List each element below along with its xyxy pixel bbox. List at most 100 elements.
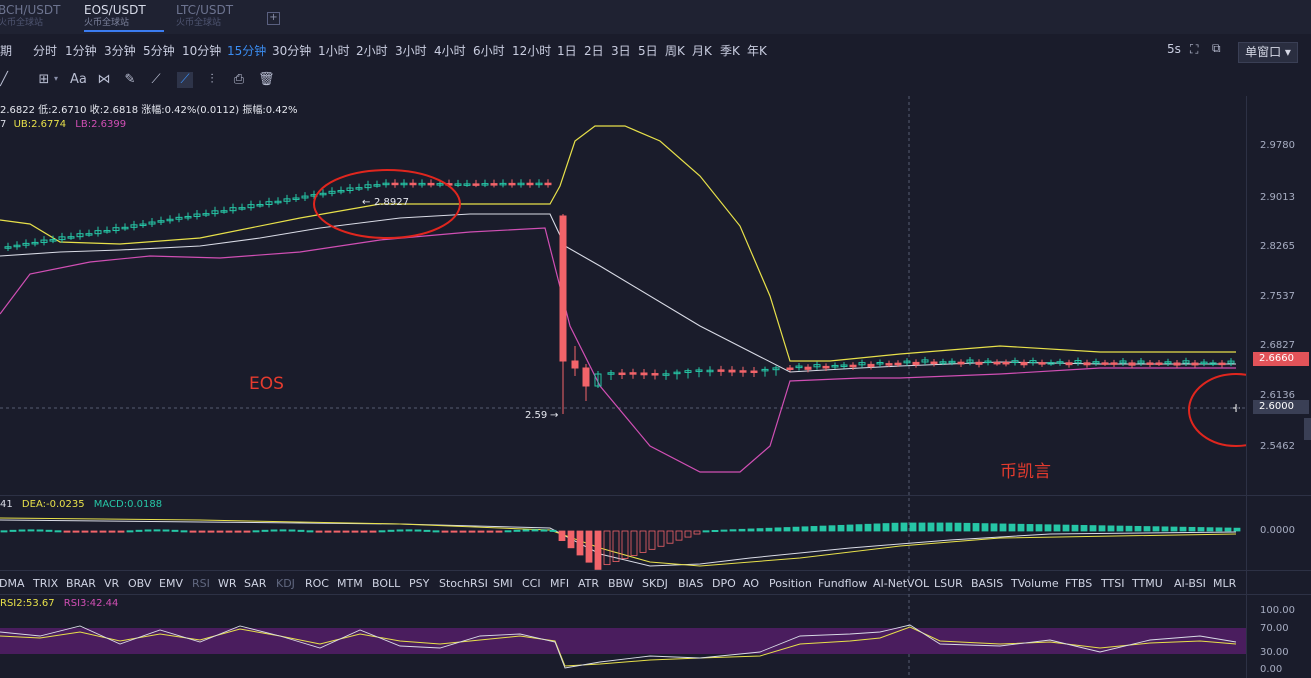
indicator-tab[interactable]: BIAS [678, 577, 704, 590]
indicator-tab[interactable]: BRAR [66, 577, 96, 590]
indicator-tab[interactable]: BOLL [372, 577, 401, 590]
popout-icon[interactable]: ⧉ [1212, 41, 1221, 55]
macd-bar [207, 530, 215, 533]
indicator-tab[interactable]: AI-NetVOL [873, 577, 930, 590]
period-item[interactable]: 5日 [638, 44, 658, 58]
refresh-interval[interactable]: 5s [1167, 42, 1181, 56]
macd-bar [891, 522, 899, 532]
indicator-tab[interactable]: AO [743, 577, 759, 590]
macd-bar [1008, 523, 1016, 532]
indicator-tab[interactable]: MFI [550, 577, 570, 590]
period-item[interactable]: 周期 [0, 44, 13, 58]
indicator-tab[interactable]: MLR [1213, 577, 1237, 590]
period-item[interactable]: 10分钟 [182, 44, 222, 58]
period-item[interactable]: 3分钟 [104, 44, 136, 58]
indicator-tab[interactable]: Position [769, 577, 812, 590]
pattern-icon[interactable]: ⋈ [97, 72, 111, 87]
period-item[interactable]: 季K [720, 44, 740, 58]
period-item[interactable]: 分时 [33, 44, 58, 58]
indicator-tab[interactable]: RSI [192, 577, 210, 590]
period-item-active[interactable]: 15分钟 [227, 44, 267, 58]
trash-icon[interactable]: 🗑 [258, 72, 275, 87]
indicator-tab[interactable]: TRIX [33, 577, 59, 590]
macd-bar [1044, 524, 1052, 532]
indicator-tab[interactable]: TTMU [1132, 577, 1163, 590]
indicator-tab[interactable]: Fundflow [818, 577, 868, 590]
indicator-tab[interactable]: EMV [159, 577, 183, 590]
price-axis[interactable] [1246, 96, 1311, 678]
indicator-tab[interactable]: TTSI [1101, 577, 1125, 590]
candle-body [328, 190, 336, 194]
macd-bar [117, 530, 125, 533]
indicator-tab[interactable]: OBV [128, 577, 152, 590]
indicator-tab[interactable]: AI-BSI [1174, 577, 1206, 590]
indicator-tab[interactable]: StochRSI [439, 577, 488, 590]
period-item[interactable]: 3小时 [395, 44, 427, 58]
candle-body [1074, 360, 1082, 364]
period-item[interactable]: 1小时 [318, 44, 350, 58]
period-item[interactable]: 2日 [584, 44, 604, 58]
indicator-tab[interactable]: KDJ [276, 577, 295, 590]
indicator-tab[interactable]: SAR [244, 577, 267, 590]
indicator-tab[interactable]: TVolume [1011, 577, 1059, 590]
boll-ub-value: UB:2.6774 [13, 119, 67, 130]
candle-body [849, 364, 857, 368]
tab-eos-usdt[interactable]: EOS/USDT 火币全球站 [84, 4, 164, 32]
macd-bar [0, 530, 8, 533]
indicator-tab[interactable]: WR [218, 577, 237, 590]
collapse-panel-handle[interactable] [1304, 418, 1311, 440]
indicator-tab[interactable]: LSUR [934, 577, 963, 590]
indicator-tab[interactable]: DMA [0, 577, 25, 590]
rsi-legend: RSI2:53.67 RSI3:42.44 [0, 598, 118, 609]
tab-bch-usdt[interactable]: BCH/USDT 火币全球站 [0, 4, 76, 32]
indicator-tab[interactable]: ROC [305, 577, 329, 590]
magnet-icon[interactable]: ⟋ [177, 72, 193, 88]
macd-legend: 41 DEA:-0.0235 MACD:0.0188 [0, 499, 162, 510]
period-item[interactable]: 6小时 [473, 44, 505, 58]
candle-body [1137, 360, 1145, 364]
period-item[interactable]: 周K [665, 44, 685, 58]
tab-ltc-usdt[interactable]: LTC/USDT 火币全球站 [176, 4, 256, 32]
indicator-tab[interactable]: PSY [409, 577, 430, 590]
period-item[interactable]: 1日 [557, 44, 577, 58]
chevron-down-icon[interactable]: ▾ [54, 74, 59, 83]
indicator-tab[interactable]: BBW [608, 577, 634, 590]
window-mode-select[interactable]: 单窗口 ▾ [1238, 42, 1298, 63]
ruler-icon[interactable]: ⟋ [151, 72, 161, 87]
screenshot-icon[interactable]: ⎙ [233, 72, 245, 87]
indicator-tab[interactable]: SKDJ [642, 577, 668, 590]
indicator-tab[interactable]: BASIS [971, 577, 1004, 590]
text-icon[interactable]: Aa [70, 72, 87, 87]
period-item[interactable]: 3日 [611, 44, 631, 58]
indicator-tab[interactable]: VR [104, 577, 120, 590]
indicator-tab[interactable]: SMI [493, 577, 513, 590]
period-item[interactable]: 年K [747, 44, 767, 58]
macd-bar [936, 522, 944, 532]
macd-bar [1179, 526, 1187, 532]
indicator-tab[interactable]: ATR [578, 577, 600, 590]
period-item[interactable]: 月K [692, 44, 712, 58]
period-item[interactable]: 2小时 [356, 44, 388, 58]
period-item[interactable]: 5分钟 [143, 44, 175, 58]
macd-bar [540, 529, 548, 532]
trend-icon[interactable]: ╱ [0, 72, 8, 87]
fullscreen-icon[interactable]: ⛶ [1190, 42, 1199, 56]
indicator-tab[interactable]: FTBS [1065, 577, 1093, 590]
period-item[interactable]: 30分钟 [272, 44, 312, 58]
crosshair-icon[interactable]: ⊞ [38, 72, 50, 87]
brush-icon[interactable]: ✎ [124, 72, 136, 87]
rsi-tick: 70.00 [1260, 623, 1289, 634]
macd-bar [459, 530, 467, 533]
indicator-icon[interactable]: ⫶ [210, 72, 214, 87]
period-item[interactable]: 12小时 [512, 44, 552, 58]
indicator-tab[interactable]: MTM [337, 577, 363, 590]
candle-body [1065, 362, 1073, 366]
period-item[interactable]: 4小时 [434, 44, 466, 58]
macd-bar [423, 529, 431, 532]
macd-dea-line [0, 517, 1237, 567]
indicator-tab[interactable]: CCI [522, 577, 541, 590]
period-item[interactable]: 1分钟 [65, 44, 97, 58]
candlestick-chart[interactable]: 2.8927 ← 2.59 → [0, 96, 1246, 678]
indicator-tab[interactable]: DPO [712, 577, 736, 590]
add-tab-button[interactable]: + [267, 12, 280, 25]
